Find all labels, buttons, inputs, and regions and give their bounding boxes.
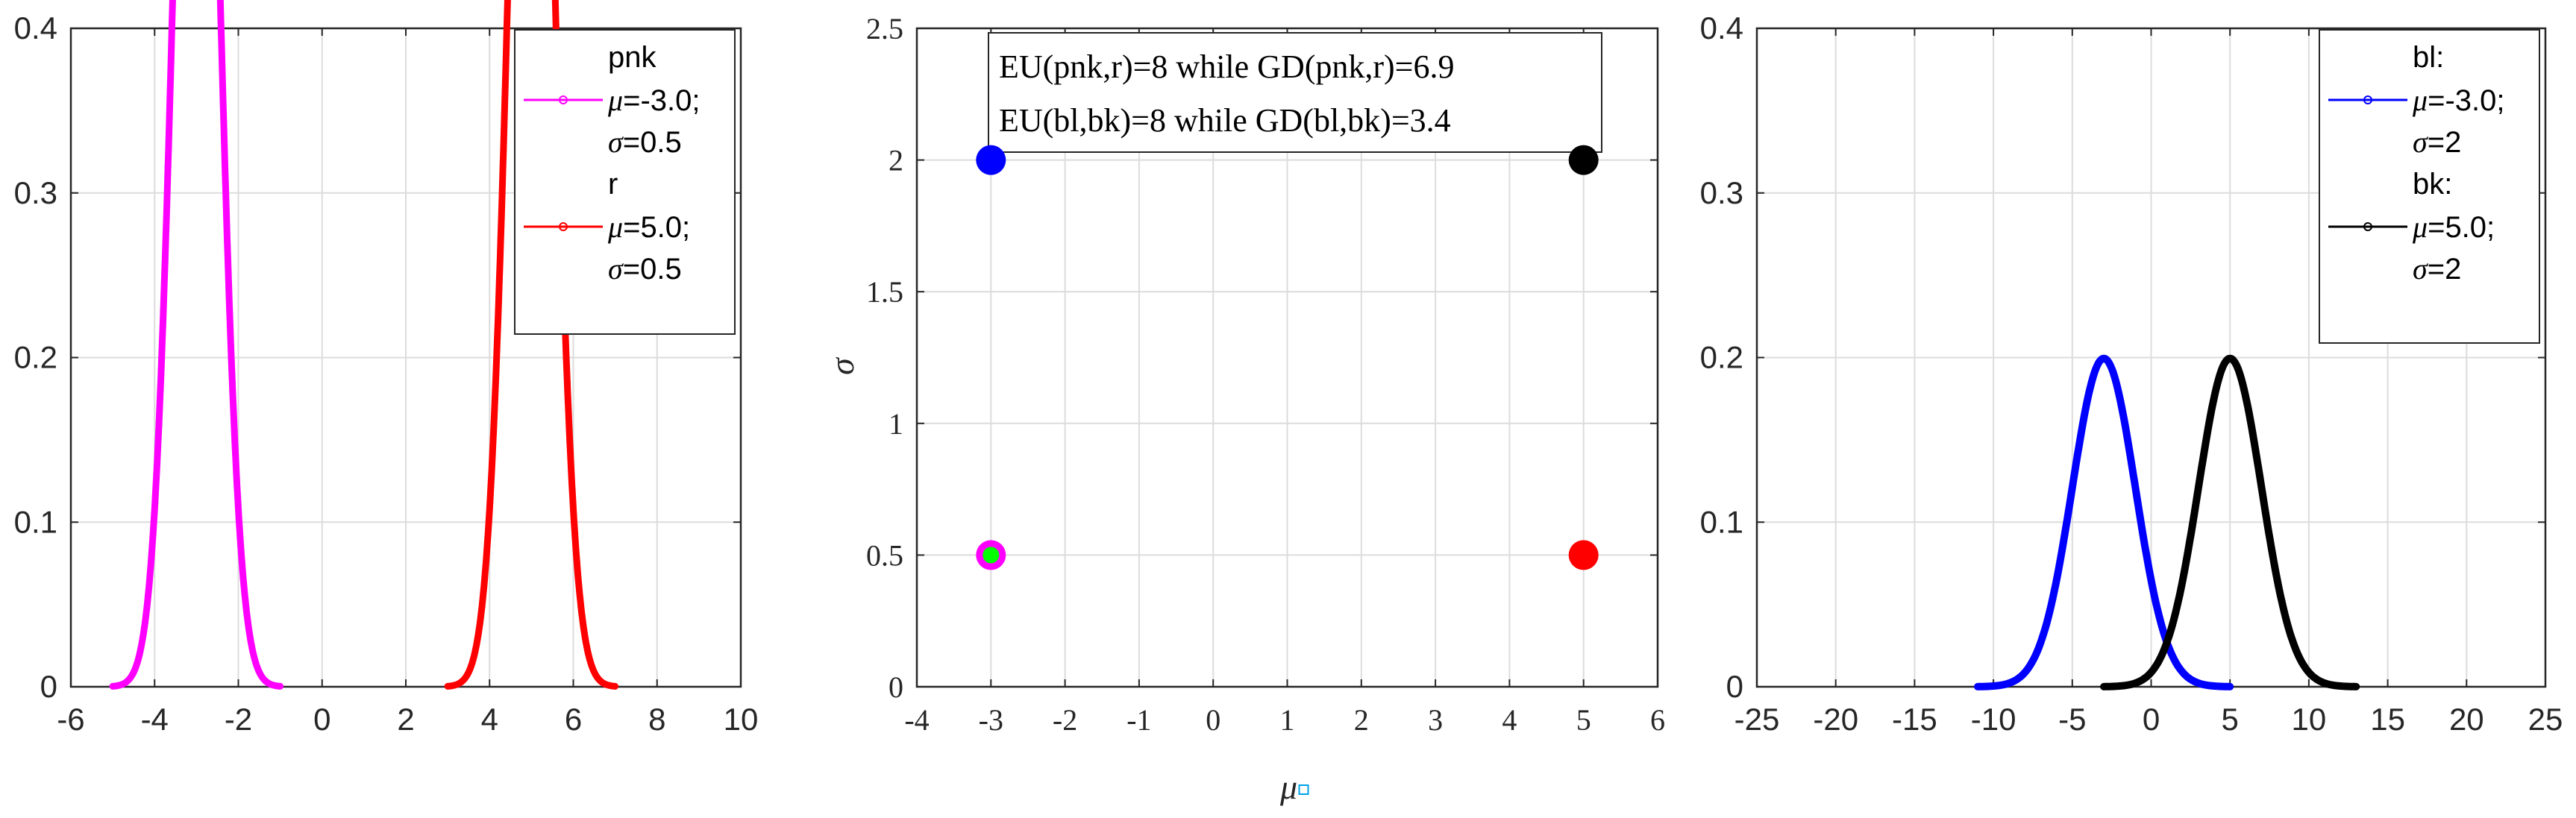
x-tick-label: 2 xyxy=(1354,703,1369,737)
legend-param-value: =0.5 xyxy=(623,126,682,159)
legend-param-text: σ=2 xyxy=(2413,125,2461,159)
x-tick-label: 2 xyxy=(397,702,414,737)
x-tick-label: 5 xyxy=(2222,702,2239,737)
y-tick-label: 1 xyxy=(889,407,903,441)
legend-param-value: =2 xyxy=(2428,253,2462,286)
legend-symbol: σ xyxy=(2413,125,2428,159)
legend-param-value: =-3.0; xyxy=(623,84,700,117)
legend-box xyxy=(2319,29,2540,344)
legend-param-text: μ=-3.0; xyxy=(607,84,700,117)
y-tick-label: 0.2 xyxy=(1700,340,1743,375)
legend-param-text: μ=5.0; xyxy=(607,210,690,244)
x-tick-label: -3 xyxy=(979,703,1003,737)
legend-param-value: =-3.0; xyxy=(2428,84,2504,117)
y-tick-label: 0.3 xyxy=(1700,175,1743,210)
x-tick-label: 3 xyxy=(1428,703,1443,737)
legend-symbol: μ xyxy=(2412,84,2428,117)
legend-swatch-marker xyxy=(2363,222,2372,231)
series-line-bk xyxy=(2100,354,2360,690)
x-tick-label: -4 xyxy=(904,703,929,737)
y-tick-label: 0 xyxy=(40,669,57,704)
y-tick-label: 2 xyxy=(889,144,903,177)
series-line-bl xyxy=(1974,354,2234,690)
legend-param-value: =5.0; xyxy=(623,211,690,244)
y-tick-label: 0.4 xyxy=(1700,10,1743,45)
y-tick-label: 0.4 xyxy=(14,10,57,45)
y-tick-label: 0 xyxy=(1726,669,1743,704)
legend-symbol: σ xyxy=(608,252,624,286)
scatter-point xyxy=(1568,540,1599,570)
x-tick-label: 15 xyxy=(2370,702,2405,737)
legend-param-value: =2 xyxy=(2428,126,2462,159)
y-tick-label: 0.5 xyxy=(866,538,903,572)
y-tick-label: 1.5 xyxy=(866,275,903,309)
x-tick-label: -6 xyxy=(57,702,84,737)
parameter-scatter-panel: -4 -3 -2 -1 0 1 2 3 4 5 6 0 0.5 1 1.5 2 2.5 μ σ EU(pnk,r)=8… xyxy=(823,12,1665,806)
annotation-text: EU(pnk,r)=8 while GD(pnk,r)=6.9 xyxy=(999,48,1455,85)
x-tick-label: 20 xyxy=(2449,702,2484,737)
legend-symbol: σ xyxy=(608,125,624,159)
legend-param-text: μ=5.0; xyxy=(2412,210,2495,244)
scatter-point xyxy=(1568,145,1599,175)
scatter-point-inner xyxy=(983,547,1000,564)
y-tick-label: 0.1 xyxy=(1700,504,1743,539)
y-tick-label: 0.2 xyxy=(14,340,57,375)
x-tick-label: -15 xyxy=(1892,702,1937,737)
x-tick-label: 10 xyxy=(724,702,759,737)
x-tick-label: 6 xyxy=(1650,703,1665,737)
scatter-point xyxy=(976,145,1006,175)
legend-symbol: μ xyxy=(607,84,623,117)
y-tick-label: 2.5 xyxy=(866,12,903,45)
legend-param-value: =0.5 xyxy=(623,253,682,286)
x-tick-label: 5 xyxy=(1576,703,1591,737)
x-tick-label: 0 xyxy=(1206,703,1220,737)
axis-label-cursor-marker xyxy=(1298,784,1309,795)
legend-symbol: μ xyxy=(2412,210,2428,244)
x-tick-label: -25 xyxy=(1734,702,1780,737)
x-tick-label: -20 xyxy=(1813,702,1858,737)
legend-box xyxy=(514,29,736,335)
x-tick-label: -2 xyxy=(225,702,252,737)
right-gaussian-panel: -25 -20 -15 -10 -5 0 5 10 15 20 25 0 0.1 0.2 0.3 0.4 bl:… xyxy=(1700,10,2563,737)
x-tick-label: 25 xyxy=(2528,702,2563,737)
legend-swatch-marker xyxy=(559,222,568,231)
x-tick-label: 0 xyxy=(313,702,330,737)
series-line-pnk xyxy=(109,0,284,690)
y-tick-label: 0.3 xyxy=(14,175,57,210)
x-tick-label: 4 xyxy=(481,702,498,737)
legend-symbol: σ xyxy=(2413,252,2428,286)
x-tick-label: -10 xyxy=(1971,702,2016,737)
x-tick-label: -4 xyxy=(141,702,169,737)
x-axis-label: μ xyxy=(1279,768,1297,806)
y-tick-label: 0 xyxy=(889,670,903,704)
legend-label-pnk: pnk xyxy=(608,41,656,74)
annotation-text: EU(bl,bk)=8 while GD(bl,bk)=3.4 xyxy=(999,102,1451,139)
legend-param-text: σ=0.5 xyxy=(608,125,682,159)
annotation-box xyxy=(988,32,1602,153)
legend-swatch-marker xyxy=(559,95,568,104)
x-tick-label: -2 xyxy=(1053,703,1077,737)
x-tick-label: -5 xyxy=(2058,702,2086,737)
x-tick-label: 10 xyxy=(2292,702,2327,737)
legend-param-text: μ=-3.0; xyxy=(2412,84,2504,117)
legend-param-value: =5.0; xyxy=(2428,211,2495,244)
legend-swatch-marker xyxy=(2363,95,2372,104)
x-tick-label: 8 xyxy=(648,702,665,737)
x-tick-label: 4 xyxy=(1502,703,1517,737)
y-axis-label: σ xyxy=(823,356,861,375)
series-line-r xyxy=(444,0,619,690)
y-tick-label: 0.1 xyxy=(14,504,57,539)
x-tick-label: 0 xyxy=(2143,702,2160,737)
legend-label-bk: bk: xyxy=(2413,168,2452,201)
x-tick-label: 1 xyxy=(1280,703,1295,737)
legend-label-bl: bl: xyxy=(2413,41,2444,74)
legend-label-r: r xyxy=(608,168,618,201)
x-tick-label: 6 xyxy=(565,702,582,737)
legend-param-text: σ=0.5 xyxy=(608,252,682,286)
left-gaussian-panel: -6 -4 -2 0 2 4 6 8 1000.10.20.30.4pnkμ=-3.0;σ=0.… xyxy=(14,0,759,737)
legend-symbol: μ xyxy=(607,210,623,244)
x-tick-label: -1 xyxy=(1126,703,1151,737)
legend-param-text: σ=2 xyxy=(2413,252,2461,286)
